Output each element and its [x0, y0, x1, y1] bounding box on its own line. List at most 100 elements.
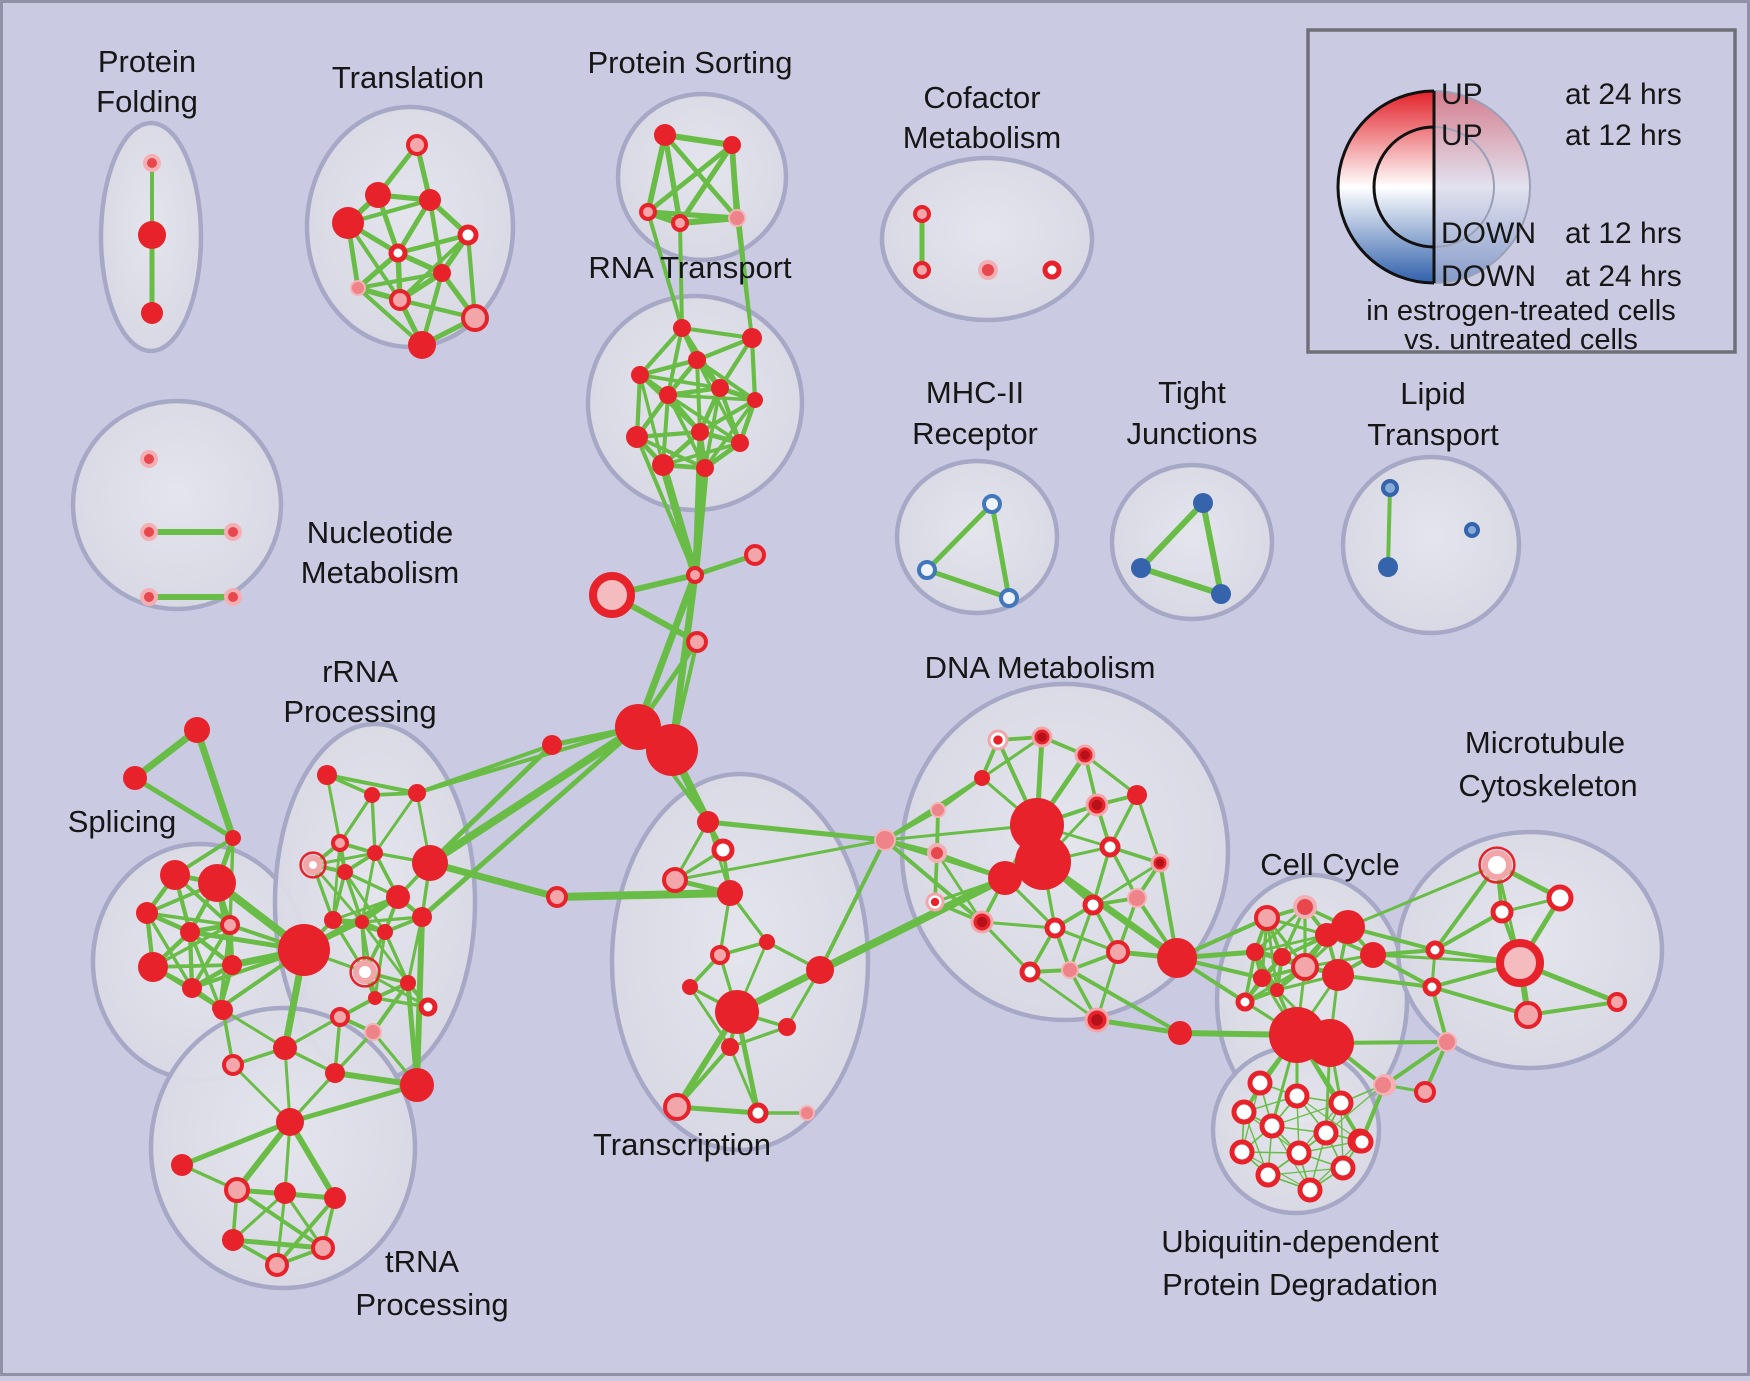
node-trna-10[interactable]	[274, 1182, 296, 1204]
node-cc-9[interactable]	[1253, 969, 1271, 987]
node-dna-17[interactable]	[1019, 961, 1041, 983]
node-tr-10[interactable]	[408, 331, 436, 359]
node-spl-2[interactable]	[225, 830, 241, 846]
node-nuc-0[interactable]	[140, 450, 158, 468]
node-cc-4[interactable]	[1246, 943, 1264, 961]
node-cof-2[interactable]	[978, 260, 998, 280]
node-txn-11[interactable]	[721, 1038, 739, 1056]
node-trna-14[interactable]	[265, 1253, 289, 1277]
node-txn-0[interactable]	[697, 811, 719, 833]
node-txn-12[interactable]	[663, 1093, 691, 1121]
node-rrna-8[interactable]	[386, 885, 410, 909]
node-rrna-6[interactable]	[367, 845, 383, 861]
node-txn-10[interactable]	[778, 1018, 796, 1036]
node-rrna-3[interactable]	[331, 834, 349, 852]
node-txn-4[interactable]	[717, 880, 743, 906]
node-cc-0[interactable]	[1254, 905, 1280, 931]
node-rnat-0[interactable]	[673, 319, 691, 337]
node-rrna-2[interactable]	[408, 784, 426, 802]
node-dna-20[interactable]	[1127, 888, 1147, 908]
node-rrna-0[interactable]	[317, 765, 337, 785]
node-spl-0[interactable]	[184, 717, 210, 743]
node-txn-13[interactable]	[747, 1102, 769, 1124]
node-txn-1[interactable]	[711, 838, 735, 862]
node-rrna-15[interactable]	[400, 975, 416, 991]
node-spl-4[interactable]	[198, 864, 236, 902]
node-ubi-10[interactable]	[1330, 1155, 1356, 1181]
node-spl-7[interactable]	[220, 915, 240, 935]
node-nuc-3[interactable]	[140, 588, 158, 606]
node-txn-14[interactable]	[799, 1105, 815, 1121]
node-cc-3[interactable]	[1315, 923, 1339, 947]
node-dna-19[interactable]	[1150, 853, 1170, 873]
node-rrna-13[interactable]	[278, 924, 330, 976]
node-ubi-2[interactable]	[1231, 1099, 1257, 1125]
node-mt-10[interactable]	[1414, 1081, 1436, 1103]
node-conn-2[interactable]	[1168, 1021, 1192, 1045]
node-dna-1[interactable]	[1031, 726, 1053, 748]
node-tr-1[interactable]	[365, 182, 391, 208]
node-cc-14[interactable]	[1350, 1130, 1374, 1154]
node-nuc-4[interactable]	[224, 588, 242, 606]
node-pf-2[interactable]	[141, 302, 163, 324]
node-rnat-5[interactable]	[711, 379, 729, 397]
node-rrna-1[interactable]	[364, 787, 380, 803]
node-rnat-10[interactable]	[652, 454, 674, 476]
node-cc-2[interactable]	[1331, 910, 1365, 944]
node-tj-1[interactable]	[1131, 558, 1151, 578]
node-trna-4[interactable]	[330, 1007, 350, 1027]
node-core-3[interactable]	[686, 631, 708, 653]
node-lip-2[interactable]	[1464, 522, 1480, 538]
node-tr-4[interactable]	[457, 224, 479, 246]
node-cc-13[interactable]	[1306, 1019, 1354, 1067]
node-conn-0[interactable]	[874, 829, 896, 851]
node-rnat-8[interactable]	[691, 423, 709, 441]
node-ps-1[interactable]	[723, 136, 741, 154]
node-spl-9[interactable]	[182, 978, 202, 998]
node-mt-5[interactable]	[1496, 939, 1544, 987]
node-spl-3[interactable]	[160, 860, 190, 890]
node-dna-11[interactable]	[1099, 836, 1121, 858]
node-core-1[interactable]	[744, 544, 766, 566]
node-ubi-9[interactable]	[1255, 1162, 1281, 1188]
node-dna-6[interactable]	[1010, 798, 1064, 852]
node-trna-11[interactable]	[324, 1187, 346, 1209]
node-core-0[interactable]	[686, 566, 704, 584]
node-trna-2[interactable]	[273, 1036, 297, 1060]
node-txn-5[interactable]	[759, 934, 775, 950]
node-spl-5[interactable]	[136, 902, 158, 924]
node-rnat-3[interactable]	[688, 351, 706, 369]
node-ubi-5[interactable]	[1313, 1120, 1339, 1146]
node-trna-8[interactable]	[171, 1154, 193, 1176]
node-dna-12[interactable]	[925, 892, 945, 912]
node-rrna-11[interactable]	[355, 915, 369, 929]
node-spl-8[interactable]	[138, 952, 168, 982]
node-trna-9[interactable]	[224, 1177, 250, 1203]
node-txn-8[interactable]	[806, 956, 834, 984]
node-core-6[interactable]	[542, 735, 562, 755]
node-mt-6[interactable]	[1514, 1001, 1542, 1029]
node-tr-8[interactable]	[389, 289, 411, 311]
node-dna-5[interactable]	[927, 843, 947, 863]
node-cc-5[interactable]	[1273, 948, 1291, 966]
node-ubi-8[interactable]	[1286, 1140, 1312, 1166]
node-tj-2[interactable]	[1211, 584, 1231, 604]
node-ubi-7[interactable]	[1229, 1139, 1255, 1165]
node-mt-2[interactable]	[1490, 900, 1514, 924]
node-dna-14[interactable]	[1044, 917, 1066, 939]
node-trna-12[interactable]	[222, 1229, 244, 1251]
node-ubi-12[interactable]	[1373, 1075, 1393, 1095]
node-ps-4[interactable]	[728, 209, 746, 227]
node-ubi-3[interactable]	[1328, 1090, 1354, 1116]
node-txn-3[interactable]	[546, 886, 568, 908]
node-dna-2[interactable]	[1074, 744, 1096, 766]
node-rrna-7[interactable]	[412, 845, 448, 881]
node-mt-1[interactable]	[1546, 884, 1574, 912]
node-spl-1[interactable]	[123, 766, 147, 790]
node-mt-4[interactable]	[1422, 977, 1442, 997]
node-rrna-9[interactable]	[412, 907, 432, 927]
node-dna-10[interactable]	[1127, 785, 1147, 805]
node-tj-0[interactable]	[1193, 493, 1213, 513]
node-cof-1[interactable]	[913, 261, 931, 279]
node-rrna-16[interactable]	[368, 991, 382, 1005]
